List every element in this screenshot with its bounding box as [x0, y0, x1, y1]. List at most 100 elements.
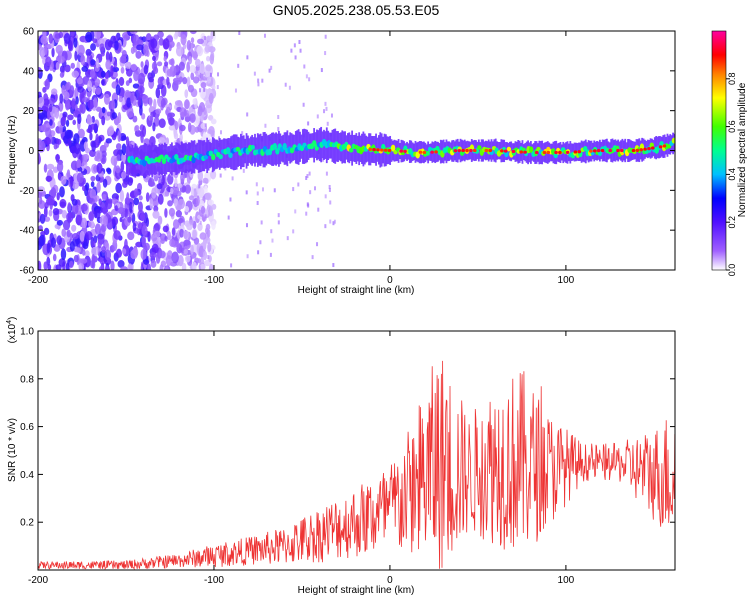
spectrogram-cell	[38, 106, 43, 113]
spectrogram-cell	[596, 149, 601, 153]
spectrogram-cell	[272, 143, 278, 150]
spectrogram-cell	[317, 207, 320, 212]
spectrogram-cell	[92, 85, 96, 94]
spectrogram-cell	[114, 205, 118, 211]
colorbar-label: Normalized spectral amplitude	[737, 82, 748, 217]
spectrogram-cell	[145, 192, 150, 203]
spectrogram-cell	[506, 146, 512, 152]
spectrogram-cell	[469, 148, 473, 153]
spectrogram-cell	[96, 162, 103, 174]
spectrogram-cell	[138, 195, 143, 201]
spectrogram-cell	[589, 149, 593, 153]
spectrogram-cell	[134, 130, 142, 137]
spectrogram-cell	[38, 152, 41, 165]
spectrogram-cell	[182, 77, 188, 85]
spectrogram-cell	[73, 254, 79, 263]
spectrogram-cell	[153, 205, 159, 213]
spectrogram-ytick-label: 20	[23, 106, 35, 117]
spectrogram-cell	[651, 146, 655, 150]
spectrogram-cell	[186, 40, 192, 51]
spectrogram-cell	[246, 55, 249, 60]
spectrogram-cell	[305, 176, 308, 181]
spectrogram-cell	[184, 220, 191, 227]
spectrogram-cell	[228, 152, 233, 159]
spectrogram-cell	[126, 192, 130, 204]
spectrogram-cell	[308, 77, 311, 82]
spectrogram-cell	[162, 225, 169, 233]
colorbar-tick-label: 0.6	[727, 120, 737, 133]
colorbar-tick-label: 0.0	[727, 264, 737, 277]
spectrogram-cell	[171, 185, 180, 196]
spectrogram-cell	[129, 201, 133, 214]
spectrogram-cell	[66, 212, 74, 223]
spectrogram-cell	[161, 157, 167, 165]
spectrogram-cell	[290, 48, 293, 53]
spectrogram-cell	[156, 183, 163, 190]
spectrogram-cell	[137, 222, 143, 230]
spectrogram-cell	[70, 31, 75, 37]
spectrogram-cell	[148, 76, 154, 83]
spectrogram-cell	[261, 78, 264, 83]
spectrogram-cell	[425, 150, 430, 156]
spectrogram-cell	[43, 93, 49, 103]
spectrogram-cell	[165, 255, 173, 267]
spectrogram-cell	[349, 147, 354, 153]
spectrogram-cell	[44, 43, 48, 56]
spectrogram-cell	[164, 61, 169, 67]
spectrogram-cell	[171, 251, 179, 264]
spectrogram-cell	[56, 219, 64, 226]
spectrogram-cell	[165, 143, 168, 175]
spectrogram-cell	[148, 181, 156, 187]
spectrogram-cell	[83, 141, 89, 151]
spectrogram-cell	[73, 133, 80, 145]
spectrogram-cell	[173, 198, 178, 207]
spectrogram-cell	[104, 72, 110, 79]
spectrogram-cell	[268, 68, 271, 73]
spectrogram-cell	[117, 259, 125, 268]
spectrogram-cell	[65, 119, 70, 127]
spectrogram-cell	[79, 230, 85, 242]
spectrogram-cell	[81, 66, 89, 72]
spectrogram-cell	[101, 194, 107, 201]
spectrogram-cell	[267, 148, 273, 156]
spectrogram-cell	[198, 179, 203, 186]
spectrogram-cell	[72, 236, 80, 247]
spectrogram-cell	[488, 148, 493, 153]
spectrogram-cell	[128, 77, 133, 84]
spectrogram-cell	[75, 214, 82, 226]
spectrogram-cell	[573, 150, 578, 154]
spectrogram-cell	[63, 32, 71, 44]
spectrogram-cell	[390, 144, 396, 152]
spectrogram-cell	[113, 230, 121, 240]
spectrogram-cell	[117, 112, 122, 124]
spectrogram-cell	[142, 159, 147, 167]
spectrogram-cell	[100, 70, 106, 78]
spectrogram-cell	[139, 104, 143, 116]
spectrogram-cell	[207, 199, 214, 206]
spectrogram-xtick-label: -200	[28, 275, 48, 286]
snr-ticks: -200 -100 0 100 0.2 0.4 0.6 0.8 1.0	[20, 327, 675, 586]
spectrogram-cell	[111, 66, 120, 73]
snr-frame	[37, 330, 676, 571]
spectrogram-cell	[422, 150, 427, 155]
spectrogram-cell	[143, 259, 150, 265]
spectrogram-cell	[168, 207, 176, 217]
spectrogram-cell	[197, 38, 204, 45]
spectrogram-cell	[45, 56, 52, 67]
figure-title: GN05.2025.238.05.53.E05	[273, 2, 440, 18]
spectrogram-cell	[302, 102, 305, 107]
spectrogram-cell	[202, 250, 208, 261]
spectrogram-cell	[216, 85, 219, 90]
spectrogram-cell	[183, 239, 191, 246]
spectrogram-cell	[162, 38, 170, 50]
spectrogram-cell	[158, 118, 166, 129]
spectrogram-cell	[114, 40, 119, 51]
spectrogram-cell	[324, 194, 327, 199]
spectrogram-cell	[38, 225, 43, 231]
spectrogram-cell	[77, 44, 85, 56]
spectrogram-cell	[554, 150, 558, 155]
snr-ytick-label: 0.6	[20, 422, 34, 433]
spectrogram-cell	[565, 150, 570, 154]
spectrogram-cell	[383, 148, 388, 152]
spectrogram-cell	[168, 124, 176, 131]
